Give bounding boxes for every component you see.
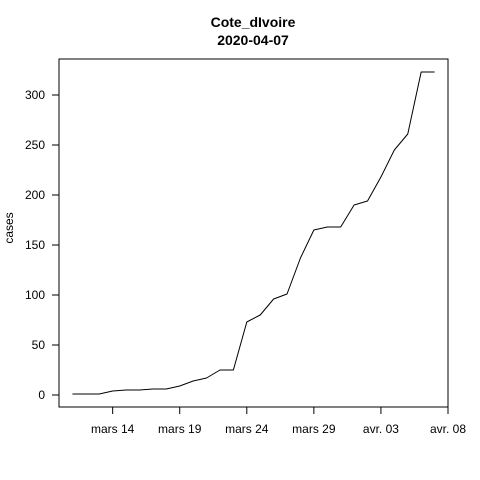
y-tick-label: 100: [25, 288, 45, 302]
series-layer: [72, 71, 435, 395]
x-tick-label: mars 14: [91, 422, 135, 436]
x-tick-label: mars 19: [158, 422, 202, 436]
chart-subtitle: 2020-04-07: [217, 32, 289, 48]
x-tick-label: avr. 03: [363, 422, 399, 436]
x-tick-label: avr. 08: [430, 422, 466, 436]
series-line: [72, 71, 435, 395]
y-axis: 0 50 100 150 200 250 300: [25, 88, 60, 402]
y-tick-label: 150: [25, 238, 45, 252]
chart-title: Cote_dIvoire: [211, 14, 296, 30]
y-tick-label: 300: [25, 88, 45, 102]
x-tick-label: mars 24: [225, 422, 269, 436]
x-tick-label: mars 29: [292, 422, 336, 436]
y-tick-label: 250: [25, 138, 45, 152]
y-tick-label: 0: [38, 388, 45, 402]
y-tick-label: 50: [32, 338, 46, 352]
y-tick-label: 200: [25, 188, 45, 202]
y-axis-label: cases: [2, 212, 16, 243]
x-axis: mars 14 mars 19 mars 24 mars 29 avr. 03 avr. …: [91, 406, 466, 436]
plot-frame: [58, 58, 449, 408]
